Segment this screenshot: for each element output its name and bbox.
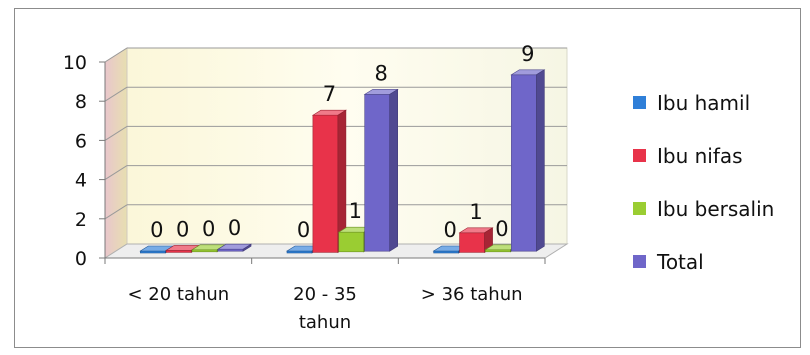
data-label: 0	[202, 217, 215, 241]
bar-front	[459, 232, 485, 253]
bar-side	[242, 243, 252, 252]
gridline-side	[104, 86, 128, 102]
y-tick-label: 2	[75, 209, 87, 231]
x-tick-label: 20 - 35 tahun	[293, 284, 357, 333]
bar-front	[312, 114, 339, 253]
x-tick-label-line: > 36 tahun	[421, 284, 523, 305]
data-label: 9	[521, 42, 534, 66]
legend-item[interactable]: Ibu hamil	[633, 91, 750, 115]
bar[interactable]	[510, 69, 546, 252]
legend: Ibu hamil Ibu nifas Ibu bersalin Total	[633, 91, 774, 274]
y-tick-label: 8	[75, 91, 87, 113]
side-wall	[104, 47, 128, 259]
data-label: 0	[443, 218, 456, 242]
gridline-side	[104, 125, 128, 141]
gridlines	[104, 47, 567, 220]
legend-label: Total	[656, 250, 704, 274]
bar-side	[389, 88, 399, 252]
data-label: 0	[150, 218, 163, 242]
bar[interactable]	[216, 243, 253, 252]
x-tick-label-line: tahun	[299, 312, 351, 333]
x-tick-label-line: 20 - 35	[293, 284, 357, 305]
x-tick-label: > 36 tahun	[421, 284, 523, 305]
legend-swatch	[633, 202, 646, 215]
legend-swatch	[633, 149, 646, 162]
legend-item[interactable]: Ibu nifas	[633, 144, 743, 168]
y-tick-label: 4	[75, 170, 87, 192]
y-tick-label: 6	[75, 130, 87, 152]
back-wall	[126, 47, 568, 245]
bar-front	[364, 94, 391, 252]
gridline-side	[104, 204, 128, 220]
bar[interactable]	[363, 88, 399, 252]
gridline-side	[104, 47, 128, 63]
data-label: 1	[349, 199, 362, 223]
data-label: 0	[495, 217, 508, 241]
bar-front	[511, 74, 537, 252]
data-label: 8	[375, 61, 388, 85]
legend-swatch	[633, 255, 646, 268]
legend-label: Ibu bersalin	[657, 197, 774, 221]
data-label: 0	[297, 218, 310, 242]
data-label: 1	[469, 200, 482, 224]
data-label: 7	[323, 82, 336, 106]
legend-item[interactable]: Ibu bersalin	[633, 197, 774, 221]
bar-side	[536, 69, 545, 252]
y-tick-label: 10	[63, 52, 87, 74]
legend-item[interactable]: Total	[633, 250, 704, 274]
bars	[139, 69, 546, 254]
gridline-side	[104, 165, 128, 181]
data-label: 0	[176, 217, 189, 241]
legend-swatch	[633, 96, 646, 109]
bar[interactable]	[458, 227, 494, 253]
bar[interactable]	[311, 109, 347, 253]
x-tick-label-line: < 20 tahun	[127, 284, 229, 305]
legend-label: Ibu nifas	[657, 144, 743, 168]
legend-label: Ibu hamil	[657, 91, 750, 115]
data-label: 0	[228, 216, 241, 240]
y-tick-label: 0	[75, 248, 87, 270]
x-tick-label: < 20 tahun	[127, 284, 229, 305]
bar-front	[338, 231, 365, 253]
